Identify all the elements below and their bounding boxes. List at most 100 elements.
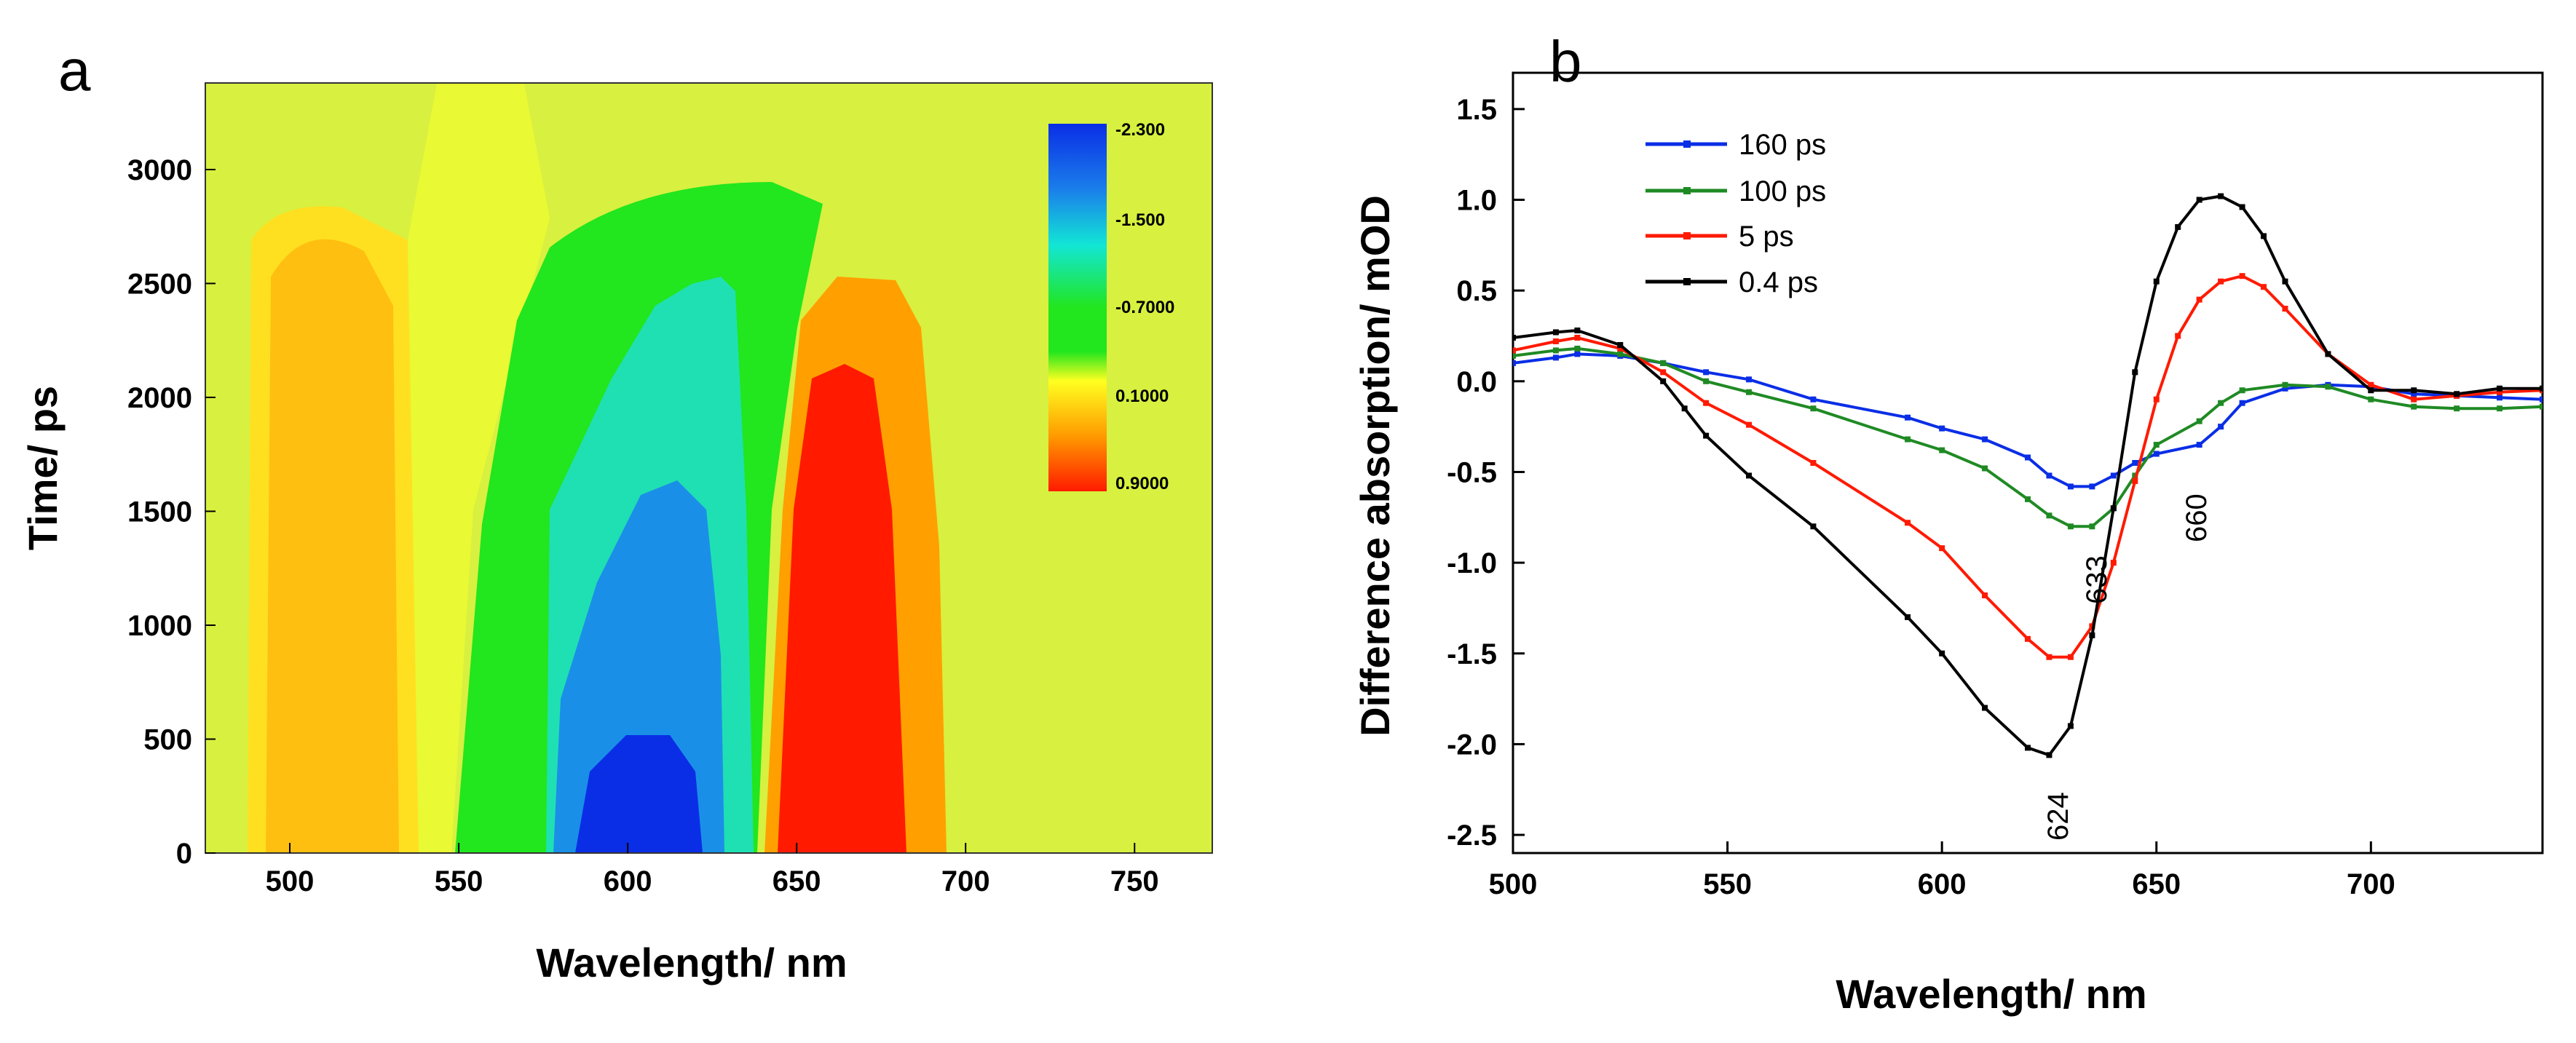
heatmap-bleach-deep-blue	[575, 735, 703, 853]
data-point	[2454, 391, 2460, 397]
data-point	[2067, 654, 2074, 660]
y-tick-label: 1.5	[1456, 94, 1497, 126]
data-point	[2025, 454, 2031, 461]
data-point	[1905, 436, 1911, 443]
data-point	[2089, 623, 2095, 630]
data-point	[1703, 378, 1710, 384]
data-point	[2368, 381, 2374, 388]
data-point	[2025, 745, 2031, 751]
data-point	[2067, 723, 2074, 729]
legend-marker	[1683, 278, 1691, 285]
data-point	[1905, 414, 1911, 421]
x-tick-label: 700	[941, 865, 990, 897]
data-point	[1617, 351, 1624, 357]
data-point	[2046, 654, 2052, 660]
data-point	[1681, 405, 1688, 412]
data-point	[2175, 223, 2181, 230]
data-point	[1939, 650, 1945, 657]
data-point	[1574, 351, 1581, 357]
legend-marker	[1683, 140, 1691, 148]
data-point	[2261, 233, 2267, 239]
y-tick-label: 0.0	[1456, 366, 1497, 398]
data-point	[2025, 496, 2031, 502]
data-point	[2196, 296, 2202, 303]
panel-b: b 500 550 600 650 700 -2.5 -2.0 -1.5 -1.0 -0.5 0.…	[1352, 29, 2544, 1017]
y-tick-label: -2.5	[1447, 820, 1497, 852]
data-point	[2067, 483, 2074, 490]
y-tick-label: 2500	[127, 268, 192, 300]
annotation-633: 633	[2081, 555, 2113, 604]
data-point	[1552, 347, 1559, 354]
data-point	[1982, 705, 1988, 711]
legend-label-100ps: 100 ps	[1739, 175, 1826, 207]
y-tick-label: 1.0	[1456, 185, 1497, 217]
data-point	[2411, 391, 2417, 397]
y-tick-label: -1.5	[1447, 638, 1497, 670]
data-point	[2153, 451, 2160, 457]
data-point	[1982, 465, 1988, 472]
data-point	[2368, 387, 2374, 394]
data-point	[2497, 405, 2503, 412]
panel-b-y-axis-title: Difference absorption/ mOD	[1352, 195, 1398, 737]
legend: 160 ps 100 ps 5 ps 0.4 ps	[1645, 129, 1826, 298]
panel-b-series	[1513, 193, 2543, 758]
x-tick-label: 550	[1703, 868, 1752, 900]
data-point	[2218, 424, 2224, 430]
colorbar-labels: -2.300 -1.500 -0.7000 0.1000 0.9000	[1115, 120, 1174, 493]
x-tick-label: 750	[1110, 865, 1159, 897]
data-point	[1513, 347, 1516, 354]
data-point	[1746, 376, 1753, 383]
data-point	[2411, 396, 2417, 402]
data-point	[2089, 483, 2095, 490]
data-point	[1703, 369, 1710, 376]
panel-a-x-axis-title: Wavelength/ nm	[536, 940, 847, 986]
data-point	[1703, 432, 1710, 439]
data-point	[2218, 400, 2224, 406]
data-point	[2325, 351, 2331, 357]
data-point	[1810, 523, 1817, 530]
data-point	[1746, 389, 1753, 395]
y-tick-label: 0.5	[1456, 275, 1497, 307]
heatmap-band-520nm-core	[266, 239, 399, 853]
colorbar-label: 0.1000	[1115, 386, 1169, 406]
data-point	[2089, 523, 2095, 530]
data-point	[2153, 396, 2160, 402]
data-point	[2497, 389, 2503, 395]
y-tick-label: -1.0	[1447, 547, 1497, 579]
panel-b-letter: b	[1549, 29, 1582, 94]
panel-a-x-ticks: 500 550 600 650 700 750	[266, 843, 1159, 897]
data-point	[2411, 403, 2417, 410]
data-point	[2067, 523, 2074, 530]
data-point	[2261, 284, 2267, 290]
data-point	[2282, 381, 2288, 388]
data-point	[2089, 632, 2095, 638]
data-point	[1552, 338, 1559, 344]
data-point	[2196, 442, 2202, 448]
data-point	[2153, 278, 2160, 285]
colorbar-label: -1.500	[1115, 210, 1165, 230]
colorbar-label: -2.300	[1115, 120, 1165, 140]
y-tick-label: 0	[176, 838, 192, 870]
y-tick-label: 1500	[127, 496, 192, 528]
data-point	[2454, 405, 2460, 412]
x-tick-label: 650	[2132, 868, 2181, 900]
data-point	[1810, 405, 1817, 412]
data-point	[1905, 520, 1911, 526]
data-point	[1982, 592, 1988, 598]
y-tick-label: 1000	[127, 610, 192, 642]
data-point	[2540, 385, 2543, 392]
data-point	[2368, 396, 2374, 402]
data-point	[2046, 472, 2052, 479]
series-line-100ps	[1513, 346, 2543, 528]
data-point	[2046, 752, 2052, 758]
data-point	[2282, 385, 2288, 392]
data-point	[2132, 477, 2138, 484]
data-point	[1746, 421, 1753, 428]
panel-b-frame	[1512, 71, 2544, 854]
data-point	[2239, 400, 2245, 406]
data-point	[2325, 384, 2331, 390]
y-tick-label: -0.5	[1447, 456, 1497, 488]
x-tick-label: 600	[604, 865, 652, 897]
data-point	[1660, 360, 1667, 366]
data-point	[1660, 369, 1667, 376]
